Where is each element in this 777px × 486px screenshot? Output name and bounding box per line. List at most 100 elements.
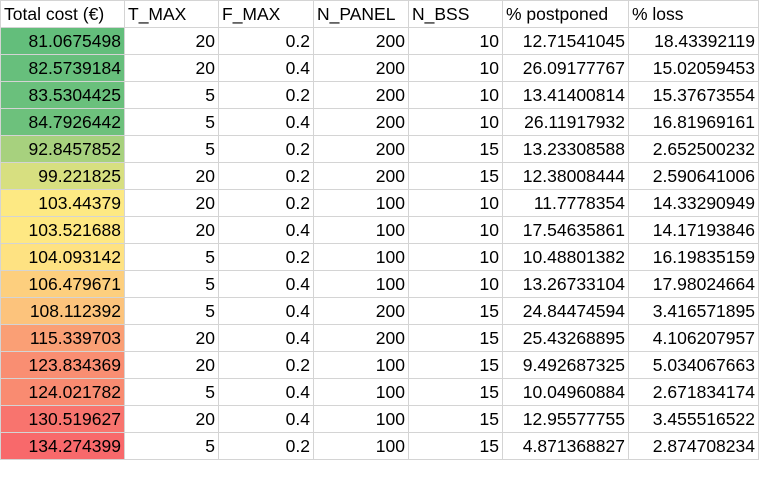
cell-loss[interactable]: 16.19835159 (628, 243, 759, 271)
cell-total-cost[interactable]: 103.521688 (0, 216, 125, 244)
cell-postponed[interactable]: 17.54635861 (502, 216, 629, 244)
cell-n-bss[interactable]: 10 (408, 27, 503, 55)
cell-n-bss[interactable]: 15 (408, 324, 503, 352)
cell-t-max[interactable]: 5 (124, 378, 219, 406)
header-f-max[interactable]: F_MAX (218, 0, 314, 28)
cell-n-panel[interactable]: 100 (313, 405, 409, 433)
cell-postponed[interactable]: 26.11917932 (502, 108, 629, 136)
cell-n-bss[interactable]: 15 (408, 405, 503, 433)
cell-postponed[interactable]: 24.84474594 (502, 297, 629, 325)
cell-loss[interactable]: 15.02059453 (628, 54, 759, 82)
cell-postponed[interactable]: 4.871368827 (502, 432, 629, 460)
cell-t-max[interactable]: 20 (124, 54, 219, 82)
cell-t-max[interactable]: 20 (124, 216, 219, 244)
cell-t-max[interactable]: 20 (124, 351, 219, 379)
cell-n-panel[interactable]: 100 (313, 432, 409, 460)
cell-postponed[interactable]: 13.23308588 (502, 135, 629, 163)
cell-n-bss[interactable]: 15 (408, 378, 503, 406)
cell-t-max[interactable]: 5 (124, 243, 219, 271)
cell-loss[interactable]: 14.33290949 (628, 189, 759, 217)
cell-loss[interactable]: 2.874708234 (628, 432, 759, 460)
cell-t-max[interactable]: 20 (124, 162, 219, 190)
cell-loss[interactable]: 5.034067663 (628, 351, 759, 379)
cell-total-cost[interactable]: 104.093142 (0, 243, 125, 271)
cell-loss[interactable]: 2.590641006 (628, 162, 759, 190)
cell-total-cost[interactable]: 92.8457852 (0, 135, 125, 163)
cell-postponed[interactable]: 10.04960884 (502, 378, 629, 406)
cell-postponed[interactable]: 25.43268895 (502, 324, 629, 352)
cell-postponed[interactable]: 26.09177767 (502, 54, 629, 82)
cell-f-max[interactable]: 0.2 (218, 162, 314, 190)
header-n-panel[interactable]: N_PANEL (313, 0, 409, 28)
cell-loss[interactable]: 15.37673554 (628, 81, 759, 109)
cell-n-panel[interactable]: 100 (313, 216, 409, 244)
cell-t-max[interactable]: 20 (124, 405, 219, 433)
cell-f-max[interactable]: 0.4 (218, 54, 314, 82)
header-n-bss[interactable]: N_BSS (408, 0, 503, 28)
cell-loss[interactable]: 4.106207957 (628, 324, 759, 352)
cell-loss[interactable]: 2.671834174 (628, 378, 759, 406)
cell-n-panel[interactable]: 200 (313, 108, 409, 136)
header-postponed[interactable]: % postponed (502, 0, 629, 28)
cell-n-panel[interactable]: 200 (313, 135, 409, 163)
header-loss[interactable]: % loss (628, 0, 759, 28)
cell-total-cost[interactable]: 103.44379 (0, 189, 125, 217)
cell-total-cost[interactable]: 84.7926442 (0, 108, 125, 136)
cell-loss[interactable]: 16.81969161 (628, 108, 759, 136)
cell-total-cost[interactable]: 83.5304425 (0, 81, 125, 109)
cell-n-panel[interactable]: 200 (313, 162, 409, 190)
cell-n-panel[interactable]: 200 (313, 81, 409, 109)
cell-total-cost[interactable]: 134.274399 (0, 432, 125, 460)
cell-loss[interactable]: 3.416571895 (628, 297, 759, 325)
cell-n-panel[interactable]: 100 (313, 351, 409, 379)
cell-t-max[interactable]: 5 (124, 297, 219, 325)
cell-f-max[interactable]: 0.2 (218, 135, 314, 163)
cell-f-max[interactable]: 0.4 (218, 324, 314, 352)
cell-n-panel[interactable]: 100 (313, 243, 409, 271)
cell-postponed[interactable]: 13.41400814 (502, 81, 629, 109)
cell-postponed[interactable]: 9.492687325 (502, 351, 629, 379)
cell-n-bss[interactable]: 15 (408, 135, 503, 163)
cell-t-max[interactable]: 20 (124, 27, 219, 55)
cell-n-bss[interactable]: 10 (408, 270, 503, 298)
cell-loss[interactable]: 17.98024664 (628, 270, 759, 298)
cell-loss[interactable]: 18.43392119 (628, 27, 759, 55)
cell-postponed[interactable]: 10.48801382 (502, 243, 629, 271)
cell-postponed[interactable]: 12.95577755 (502, 405, 629, 433)
cell-n-bss[interactable]: 10 (408, 54, 503, 82)
cell-t-max[interactable]: 5 (124, 432, 219, 460)
cell-total-cost[interactable]: 82.5739184 (0, 54, 125, 82)
cell-n-bss[interactable]: 15 (408, 432, 503, 460)
cell-n-panel[interactable]: 200 (313, 54, 409, 82)
header-t-max[interactable]: T_MAX (124, 0, 219, 28)
cell-f-max[interactable]: 0.2 (218, 189, 314, 217)
cell-t-max[interactable]: 20 (124, 189, 219, 217)
header-total-cost[interactable]: Total cost (€) (0, 0, 125, 28)
cell-f-max[interactable]: 0.4 (218, 108, 314, 136)
cell-postponed[interactable]: 11.7778354 (502, 189, 629, 217)
cell-n-bss[interactable]: 10 (408, 81, 503, 109)
cell-n-bss[interactable]: 15 (408, 162, 503, 190)
cell-n-panel[interactable]: 100 (313, 378, 409, 406)
cell-loss[interactable]: 14.17193846 (628, 216, 759, 244)
cell-n-panel[interactable]: 200 (313, 297, 409, 325)
cell-n-bss[interactable]: 10 (408, 243, 503, 271)
cell-total-cost[interactable]: 106.479671 (0, 270, 125, 298)
cell-n-bss[interactable]: 10 (408, 216, 503, 244)
cell-t-max[interactable]: 5 (124, 108, 219, 136)
cell-f-max[interactable]: 0.2 (218, 243, 314, 271)
cell-total-cost[interactable]: 130.519627 (0, 405, 125, 433)
cell-f-max[interactable]: 0.4 (218, 216, 314, 244)
cell-loss[interactable]: 3.455516522 (628, 405, 759, 433)
cell-f-max[interactable]: 0.2 (218, 432, 314, 460)
cell-n-bss[interactable]: 15 (408, 351, 503, 379)
cell-n-bss[interactable]: 15 (408, 297, 503, 325)
cell-t-max[interactable]: 5 (124, 270, 219, 298)
cell-total-cost[interactable]: 123.834369 (0, 351, 125, 379)
cell-f-max[interactable]: 0.4 (218, 270, 314, 298)
cell-n-bss[interactable]: 10 (408, 189, 503, 217)
cell-n-panel[interactable]: 200 (313, 27, 409, 55)
cell-total-cost[interactable]: 115.339703 (0, 324, 125, 352)
cell-f-max[interactable]: 0.4 (218, 378, 314, 406)
cell-total-cost[interactable]: 124.021782 (0, 378, 125, 406)
